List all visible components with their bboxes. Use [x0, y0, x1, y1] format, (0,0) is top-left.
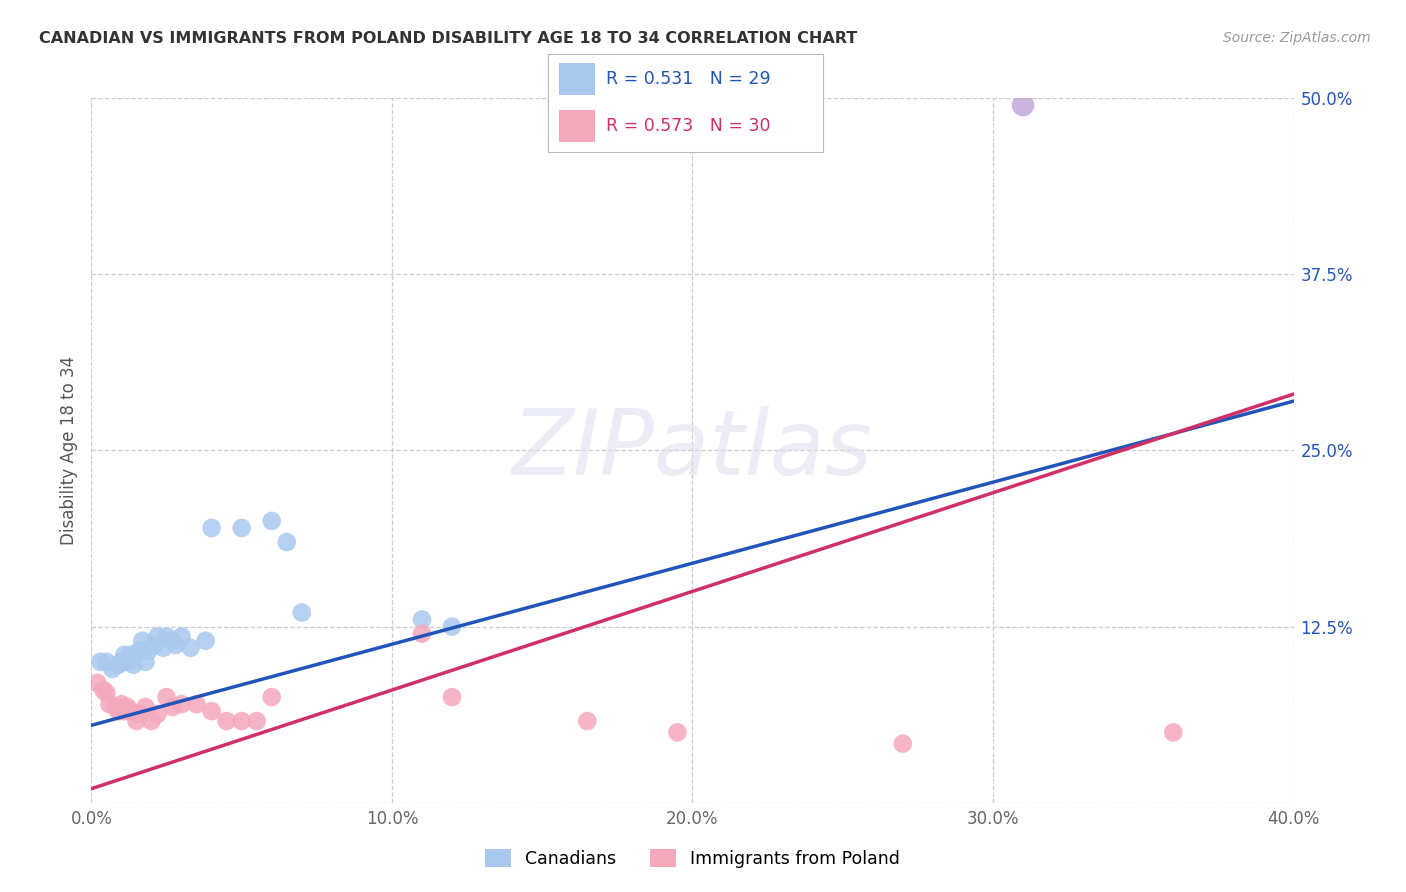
Point: [231, 714, 253, 728]
Point: [215, 714, 238, 728]
Point: [128, 706, 150, 721]
Point: [411, 626, 433, 640]
Point: [246, 714, 269, 728]
Point: [117, 655, 139, 669]
Point: [170, 697, 193, 711]
Point: [117, 700, 139, 714]
Text: ZIPatlas: ZIPatlas: [512, 407, 873, 494]
Bar: [560, 111, 595, 142]
Point: [138, 643, 160, 657]
Point: [122, 657, 145, 672]
Point: [96, 686, 118, 700]
Point: [101, 662, 124, 676]
Point: [201, 521, 224, 535]
Point: [260, 514, 283, 528]
Point: [170, 630, 193, 644]
Point: [114, 704, 136, 718]
Point: [152, 640, 174, 655]
Point: [141, 714, 163, 728]
Point: [576, 714, 599, 728]
Point: [120, 704, 142, 718]
Point: [120, 648, 142, 662]
Point: [89, 655, 111, 669]
Point: [86, 676, 108, 690]
Point: [128, 643, 150, 657]
Point: [891, 737, 914, 751]
Point: [107, 704, 129, 718]
Text: R = 0.573   N = 30: R = 0.573 N = 30: [606, 117, 770, 135]
Point: [107, 657, 129, 672]
Point: [165, 638, 187, 652]
Text: Source: ZipAtlas.com: Source: ZipAtlas.com: [1223, 31, 1371, 45]
Text: R = 0.531   N = 29: R = 0.531 N = 29: [606, 70, 770, 88]
Point: [260, 690, 283, 705]
Point: [146, 630, 169, 644]
Point: [440, 619, 463, 633]
Point: [143, 638, 166, 652]
Point: [110, 697, 132, 711]
Point: [98, 697, 121, 711]
Point: [276, 535, 298, 549]
Point: [180, 640, 202, 655]
Point: [231, 521, 253, 535]
Point: [186, 697, 208, 711]
Point: [155, 630, 177, 644]
Point: [146, 706, 169, 721]
Point: [93, 683, 115, 698]
Point: [162, 633, 184, 648]
Point: [131, 633, 153, 648]
Point: [134, 655, 156, 669]
Point: [125, 714, 148, 728]
Point: [114, 648, 136, 662]
Text: CANADIAN VS IMMIGRANTS FROM POLAND DISABILITY AGE 18 TO 34 CORRELATION CHART: CANADIAN VS IMMIGRANTS FROM POLAND DISAB…: [39, 31, 858, 46]
Point: [1012, 98, 1035, 112]
Legend: Canadians, Immigrants from Poland: Canadians, Immigrants from Poland: [478, 843, 907, 875]
Point: [110, 655, 132, 669]
Point: [155, 690, 177, 705]
Point: [194, 633, 217, 648]
Y-axis label: Disability Age 18 to 34: Disability Age 18 to 34: [59, 356, 77, 545]
Point: [666, 725, 689, 739]
Point: [1161, 725, 1184, 739]
Point: [411, 613, 433, 627]
Point: [134, 700, 156, 714]
Point: [104, 700, 127, 714]
Point: [201, 704, 224, 718]
Point: [440, 690, 463, 705]
Bar: [560, 63, 595, 95]
Point: [162, 700, 184, 714]
Point: [291, 606, 314, 620]
Point: [96, 655, 118, 669]
